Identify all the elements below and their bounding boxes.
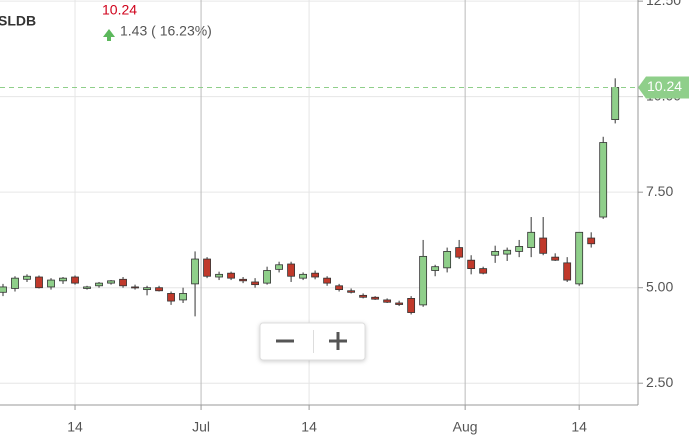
candle-body — [287, 263, 295, 277]
candle-body — [419, 255, 428, 306]
zoom-in-button[interactable] — [315, 325, 363, 358]
candle-body — [335, 285, 344, 291]
candle-body — [11, 277, 19, 289]
plus-v — [336, 332, 340, 350]
price-tag-label: 10.24 — [647, 78, 682, 94]
candle-body — [347, 290, 356, 293]
candle-body — [155, 287, 163, 292]
candle-body — [215, 273, 223, 278]
candle-body — [503, 249, 512, 255]
candle-body — [407, 298, 416, 313]
candle-body — [563, 262, 572, 281]
candle-body — [83, 286, 91, 289]
candle-body — [599, 142, 608, 218]
candle-body — [251, 281, 259, 286]
candle-body — [515, 246, 524, 252]
candle-body — [299, 273, 307, 279]
zoom-out-button[interactable] — [262, 325, 312, 358]
ticker: SLDB — [0, 13, 36, 29]
candle-body — [575, 231, 584, 285]
candle-body — [239, 278, 247, 282]
candle-body — [131, 286, 139, 289]
x-tick-label: Jul — [192, 419, 210, 435]
candle-body — [527, 231, 536, 248]
candle-body — [23, 275, 31, 280]
candle-body — [107, 280, 115, 284]
candle-body — [275, 264, 283, 270]
change: 1.43 ( 16.23%) — [120, 23, 212, 39]
candle-body — [323, 277, 332, 284]
candle-body — [395, 302, 404, 305]
x-tick-label: Aug — [453, 419, 478, 435]
candle-body — [311, 272, 319, 278]
candle-body — [143, 287, 151, 291]
y-tick-label: 12.50 — [646, 0, 681, 8]
candle-body — [443, 251, 452, 269]
candle-body — [479, 268, 488, 274]
last-price: 10.24 — [102, 2, 137, 18]
x-tick-label: 14 — [67, 419, 83, 435]
candle-body — [491, 251, 500, 256]
candle-body — [467, 259, 476, 269]
candle-body — [119, 278, 127, 287]
candle-body — [47, 279, 55, 288]
x-tick-label: 14 — [571, 419, 587, 435]
minus-icon — [276, 339, 294, 343]
y-tick-label: 7.50 — [646, 183, 673, 199]
candle-body — [455, 247, 464, 258]
candle-body — [611, 87, 620, 120]
price-tag — [638, 76, 689, 99]
candle-body — [203, 258, 211, 277]
candle-body — [95, 282, 103, 287]
candle-body — [383, 299, 392, 303]
candle-body — [227, 272, 235, 279]
x-tick-label: 14 — [301, 419, 317, 435]
y-tick-label: 2.50 — [646, 374, 673, 390]
candle-body — [35, 276, 43, 289]
up-arrow — [103, 29, 115, 41]
candle-body — [371, 296, 380, 300]
candle-body — [551, 256, 560, 261]
candle-body — [59, 277, 67, 282]
candle-body — [539, 237, 548, 254]
candle-body — [431, 266, 440, 271]
candle-body — [587, 237, 596, 245]
candle-body — [179, 293, 187, 301]
zoom-control — [259, 322, 366, 361]
candle-body — [263, 270, 271, 284]
candle-body — [167, 293, 175, 302]
y-tick-label: 5.00 — [646, 278, 673, 294]
candle-body — [359, 294, 368, 298]
candle-body — [191, 258, 199, 285]
candle-body — [0, 286, 7, 293]
candle-body — [71, 276, 79, 284]
